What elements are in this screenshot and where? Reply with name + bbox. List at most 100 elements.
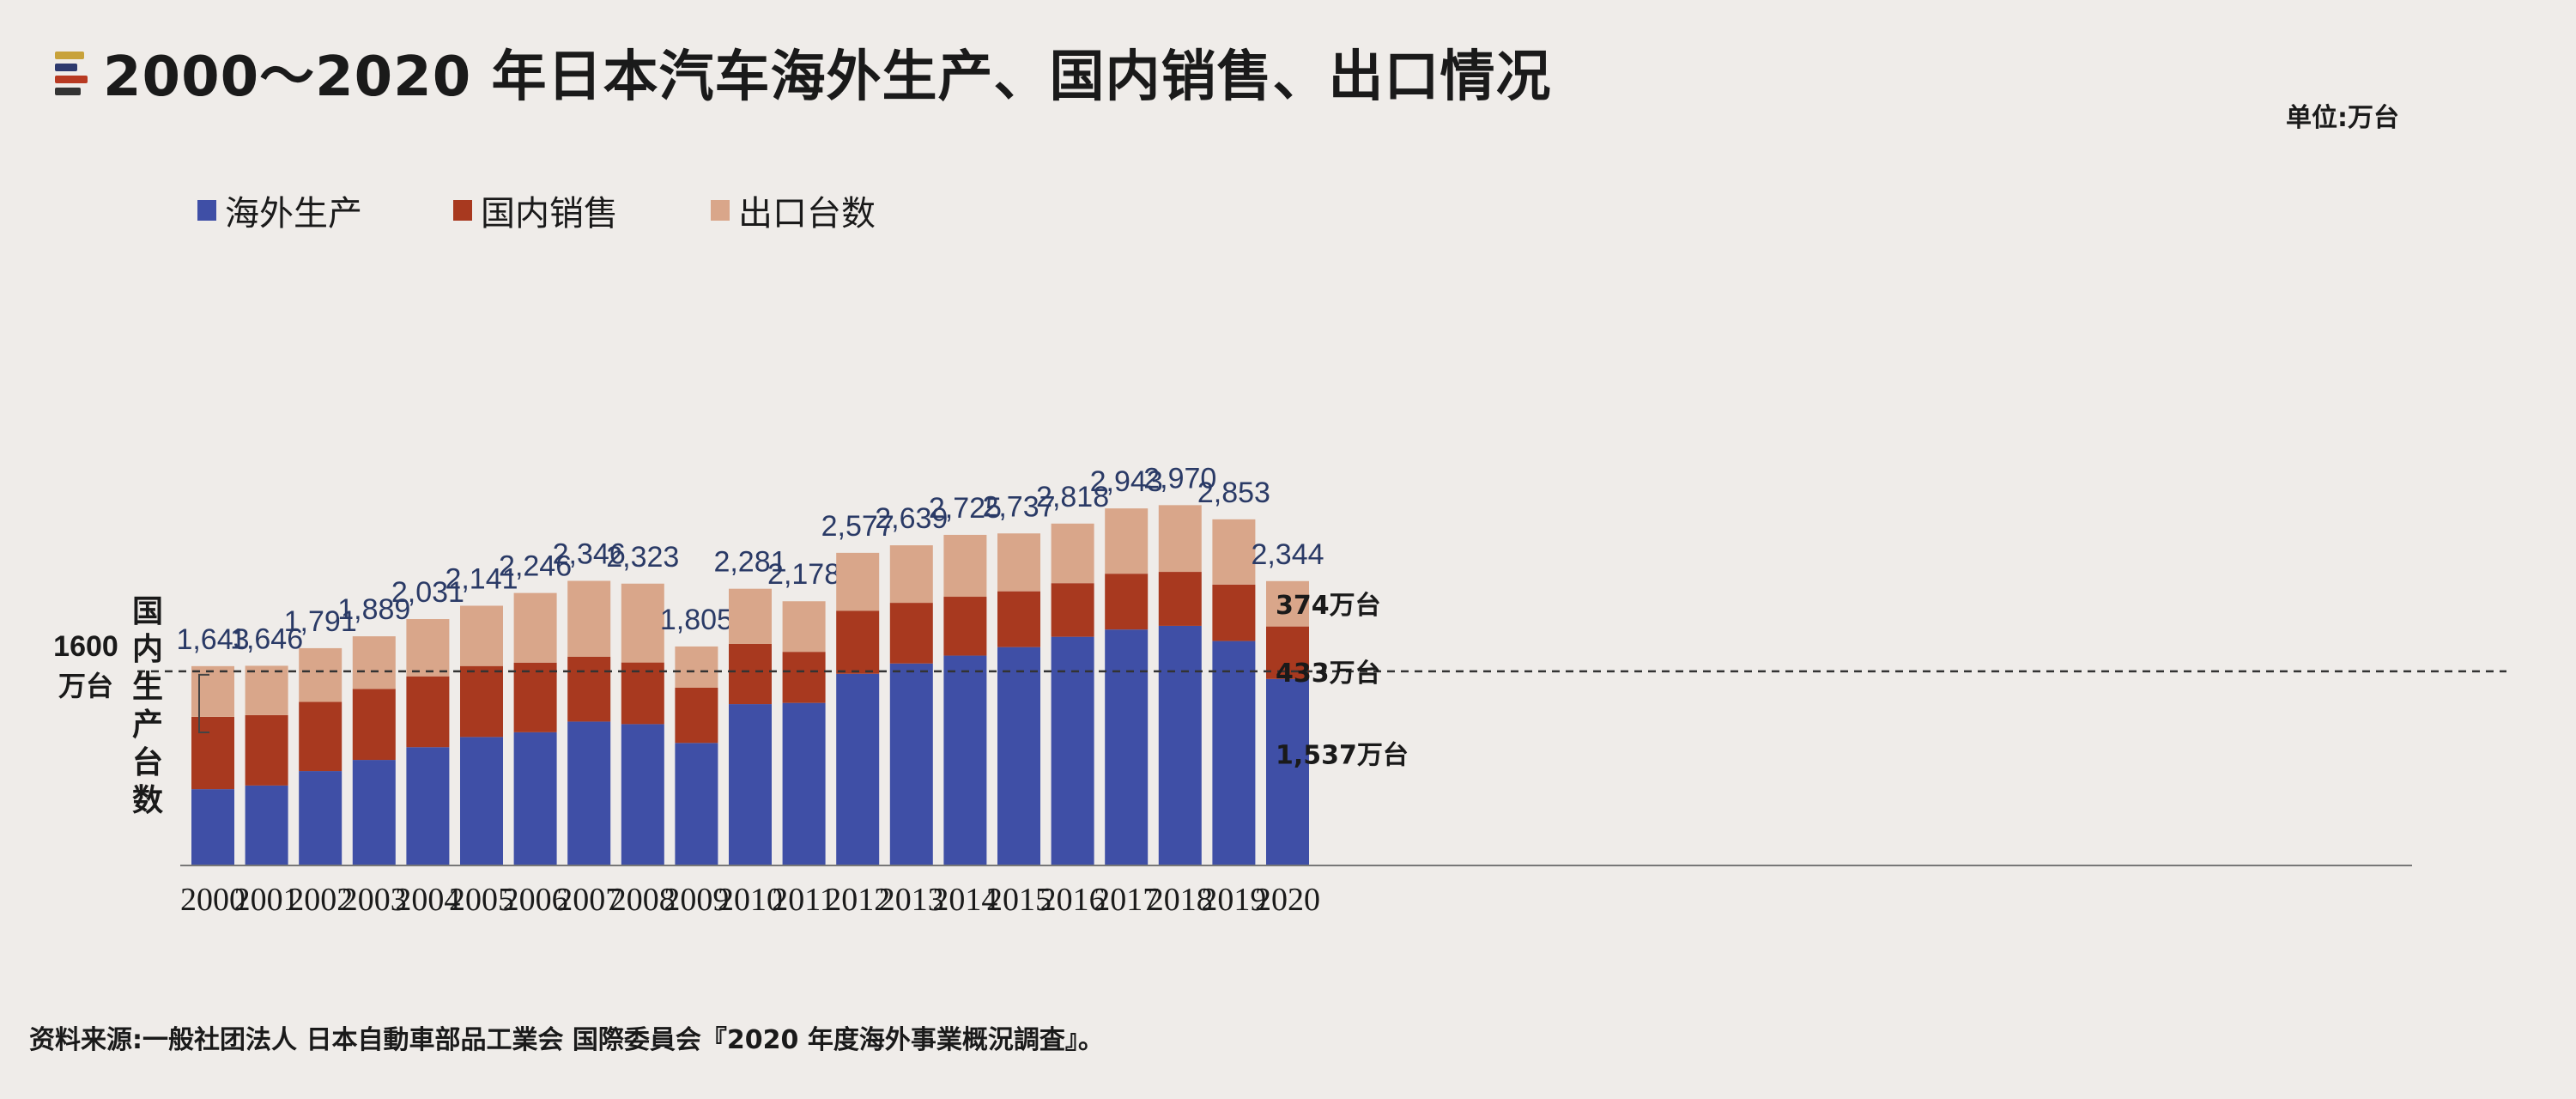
- bar-2002-export: [299, 647, 342, 702]
- bar-2009-overseas: [675, 743, 718, 865]
- bar-2000-export: [191, 665, 234, 717]
- x-tick-2013: 2013: [879, 882, 944, 918]
- y-axis-label-char: 国: [132, 594, 163, 629]
- y-axis-label-char: 产: [132, 707, 163, 743]
- x-tick-2015: 2015: [986, 882, 1052, 918]
- x-tick-2016: 2016: [1040, 882, 1106, 918]
- bars-group: 1,6431,6461,7911,8892,0312,1412,2462,346…: [176, 462, 1324, 865]
- x-tick-2000: 2000: [180, 882, 245, 918]
- total-label-2020: 2,344: [1251, 538, 1324, 571]
- domestic-production-bracket: [198, 673, 209, 733]
- bar-2017-domestic: [1105, 574, 1149, 630]
- annotations-2020: 1,537万台 433万台 374万台: [1276, 591, 1409, 770]
- bar-2014-domestic: [943, 597, 987, 656]
- bar-2011-domestic: [782, 652, 826, 703]
- total-label-2018: 2,970: [1143, 462, 1216, 495]
- legend-swatch-1: [197, 200, 216, 221]
- bar-2011-export: [782, 601, 826, 653]
- total-label-2010: 2,281: [713, 546, 786, 579]
- bar-2001-domestic: [245, 714, 288, 786]
- source-note: 资料来源:一般社团法人 日本自動車部品工業会 国際委員会『2020 年度海外事業…: [29, 1025, 1104, 1055]
- bar-2012-export: [836, 552, 880, 611]
- x-tick-2002: 2002: [288, 882, 353, 918]
- bar-2000-overseas: [191, 789, 234, 865]
- legend-label-3: 出口台数: [738, 194, 876, 234]
- total-label-2000: 1,643: [176, 623, 249, 656]
- bar-2013-overseas: [889, 663, 933, 865]
- total-label-2004: 2,031: [391, 576, 464, 609]
- total-label-2006: 2,246: [499, 550, 572, 583]
- total-label-2009: 1,805: [660, 604, 733, 636]
- legend-label-1: 海外生产: [225, 194, 362, 234]
- reference-value-label: 1600: [53, 630, 118, 663]
- chart-title: 2000～2020 年日本汽车海外生产、国内销售、出口情况: [103, 46, 1552, 109]
- bar-2015-domestic: [997, 591, 1040, 647]
- bar-2019-domestic: [1212, 584, 1256, 641]
- annotation-2020-overseas: 1,537万台: [1276, 740, 1409, 770]
- bar-2019-export: [1212, 519, 1256, 585]
- x-tick-2020: 2020: [1255, 882, 1320, 918]
- bar-2001-overseas: [245, 785, 288, 865]
- bar-2007-domestic: [567, 656, 611, 722]
- bar-2020-domestic: [1266, 626, 1309, 679]
- bar-2016-overseas: [1051, 636, 1094, 865]
- bar-2010-domestic: [729, 643, 772, 705]
- bar-2019-overseas: [1212, 641, 1256, 865]
- total-label-2016: 2,818: [1036, 481, 1109, 513]
- total-label-2013: 2,639: [875, 502, 948, 535]
- x-tick-2008: 2008: [610, 882, 676, 918]
- x-tick-2014: 2014: [932, 882, 997, 918]
- x-axis: 2000200120022003200420052006200720082009…: [180, 865, 2412, 918]
- bar-2005-export: [460, 605, 503, 666]
- x-tick-2007: 2007: [556, 882, 621, 918]
- bar-2000-domestic: [191, 716, 234, 790]
- total-label-2001: 1,646: [230, 622, 303, 655]
- legend-swatch-3: [711, 200, 730, 221]
- legend: 海外生产 国内销售 出口台数: [197, 194, 876, 234]
- bar-2008-domestic: [621, 662, 664, 725]
- total-label-2007: 2,346: [553, 538, 626, 571]
- bar-2007-overseas: [567, 721, 611, 865]
- total-label-2003: 1,889: [337, 593, 410, 626]
- bar-2014-export: [943, 534, 987, 598]
- y-axis-label-char: 内: [132, 632, 163, 667]
- legend-swatch-2: [453, 200, 472, 221]
- bar-2009-export: [675, 646, 718, 688]
- bar-2003-export: [352, 636, 396, 689]
- annotation-2020-domestic: 433万台: [1276, 659, 1381, 689]
- bar-2007-export: [567, 580, 611, 657]
- x-tick-2009: 2009: [664, 882, 729, 918]
- bar-2014-overseas: [943, 655, 987, 865]
- x-tick-2003: 2003: [342, 882, 407, 918]
- x-tick-2001: 2001: [234, 882, 300, 918]
- bar-2002-domestic: [299, 701, 342, 772]
- bar-2015-export: [997, 533, 1040, 592]
- total-label-2002: 1,791: [284, 605, 357, 638]
- bar-2020-export: [1266, 580, 1309, 627]
- bar-2012-domestic: [836, 610, 880, 674]
- bar-2006-overseas: [513, 732, 557, 865]
- bar-2017-export: [1105, 508, 1149, 574]
- bar-2013-export: [889, 545, 933, 604]
- y-axis-label-char: 台: [132, 745, 163, 780]
- total-label-2014: 2,725: [929, 492, 1002, 525]
- x-tick-2005: 2005: [449, 882, 514, 918]
- x-tick-2012: 2012: [825, 882, 890, 918]
- bar-2005-domestic: [460, 665, 503, 738]
- bar-2008-overseas: [621, 724, 664, 865]
- bar-2004-export: [406, 619, 450, 677]
- bar-2020-overseas: [1266, 678, 1309, 865]
- x-tick-2018: 2018: [1148, 882, 1213, 918]
- bar-2017-overseas: [1105, 629, 1149, 865]
- total-label-2019: 2,853: [1197, 477, 1270, 509]
- bar-2010-overseas: [729, 704, 772, 865]
- bar-2018-export: [1158, 505, 1202, 573]
- bar-2018-overseas: [1158, 625, 1202, 865]
- total-label-2017: 2,943: [1090, 465, 1163, 498]
- bar-2009-domestic: [675, 687, 718, 744]
- x-tick-2011: 2011: [772, 882, 836, 918]
- bar-2001-export: [245, 665, 288, 715]
- annotation-2020-export: 374万台: [1276, 591, 1381, 621]
